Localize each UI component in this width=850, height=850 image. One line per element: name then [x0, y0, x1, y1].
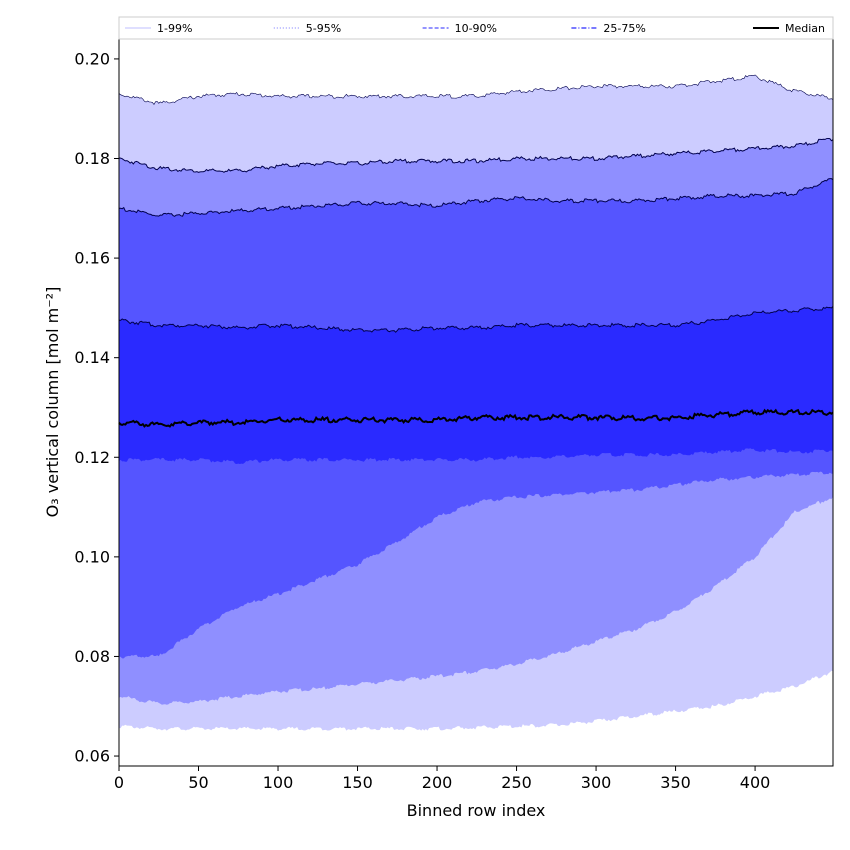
band-upper-edge-25-75%: [118, 306, 834, 333]
y-tick-label: 0.10: [74, 547, 110, 566]
lines-layer: [118, 74, 834, 428]
band-upper-edge-10-90%: [118, 178, 834, 217]
y-tick-label: 0.18: [74, 149, 110, 168]
legend-label-25-75%: 25-75%: [603, 22, 645, 35]
x-tick-label: 100: [263, 773, 294, 792]
bands-layer: [119, 74, 833, 731]
y-tick-label: 0.08: [74, 647, 110, 666]
median-line: [118, 408, 834, 428]
y-tick-label: 0.16: [74, 249, 110, 268]
x-tick-label: 350: [660, 773, 691, 792]
x-tick-label: 300: [581, 773, 612, 792]
y-axis-label: O₃ vertical column [mol m⁻²]: [43, 287, 62, 518]
legend-label-5-95%: 5-95%: [306, 22, 341, 35]
y-tick-label: 0.20: [74, 49, 110, 68]
band-upper-edge-1-99%: [118, 74, 834, 105]
x-axis-label: Binned row index: [407, 801, 546, 820]
y-tick-label: 0.12: [74, 448, 110, 467]
x-tick-label: 150: [342, 773, 373, 792]
x-axis-ticks: 0 50 100 150 200 250 300 350 400: [114, 766, 770, 792]
legend-label-1-99%: 1-99%: [157, 22, 192, 35]
x-tick-label: 200: [422, 773, 453, 792]
band-upper-edge-5-95%: [118, 138, 834, 173]
x-tick-label: 400: [740, 773, 771, 792]
y-tick-label: 0.06: [74, 747, 110, 766]
y-tick-label: 0.14: [74, 348, 110, 367]
legend: 1-99% 5-95% 10-90% 25-75% Median: [118, 16, 834, 40]
x-tick-label: 250: [501, 773, 532, 792]
x-tick-label: 0: [114, 773, 124, 792]
legend-box: [118, 16, 834, 40]
x-tick-label: 50: [188, 773, 208, 792]
legend-label-Median: Median: [785, 22, 825, 35]
legend-label-10-90%: 10-90%: [455, 22, 497, 35]
y-axis-ticks: 0.06 0.08 0.10 0.12 0.14 0.16 0.18 0.20: [74, 49, 119, 766]
band-25-75%: [119, 306, 833, 465]
